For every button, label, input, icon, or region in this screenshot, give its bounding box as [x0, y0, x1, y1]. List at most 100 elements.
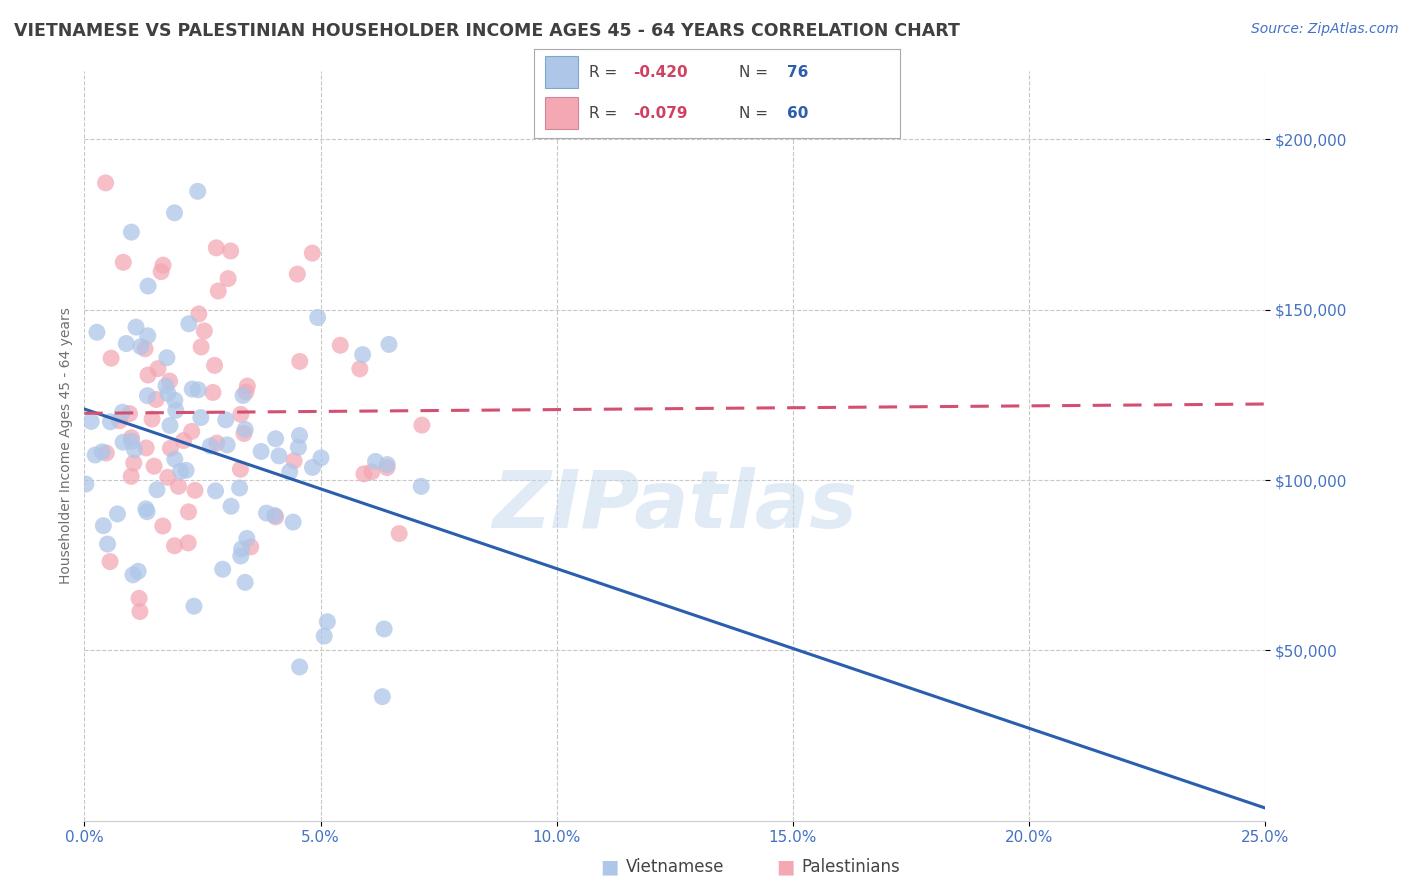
Text: VIETNAMESE VS PALESTINIAN HOUSEHOLDER INCOME AGES 45 - 64 YEARS CORRELATION CHAR: VIETNAMESE VS PALESTINIAN HOUSEHOLDER IN…	[14, 22, 960, 40]
Text: Source: ZipAtlas.com: Source: ZipAtlas.com	[1251, 22, 1399, 37]
Point	[371, 690, 394, 704]
Point	[121, 434, 143, 449]
Point	[98, 555, 121, 569]
Point	[122, 567, 145, 582]
Text: 76: 76	[786, 65, 808, 79]
Point	[307, 310, 329, 325]
Point	[152, 519, 174, 533]
Point	[124, 442, 146, 457]
Point	[229, 549, 252, 563]
Point	[233, 575, 256, 590]
Point	[239, 540, 262, 554]
Point	[128, 591, 150, 606]
Point	[215, 413, 238, 427]
Point	[93, 518, 115, 533]
Point	[375, 460, 398, 475]
Point	[155, 379, 177, 393]
Point	[177, 505, 200, 519]
Point	[314, 629, 336, 643]
Point	[111, 405, 134, 419]
Point	[100, 415, 122, 429]
Point	[235, 384, 257, 399]
Point	[267, 449, 290, 463]
Point	[169, 464, 191, 478]
Point	[146, 483, 169, 497]
Point	[145, 392, 167, 407]
Point	[301, 246, 323, 260]
Point	[232, 426, 254, 441]
Point	[201, 385, 224, 400]
Point	[120, 225, 142, 239]
Point	[219, 500, 242, 514]
Point	[211, 562, 233, 576]
Point	[375, 458, 398, 472]
Point	[411, 479, 433, 493]
Point	[285, 267, 308, 281]
Point	[135, 501, 157, 516]
Text: Vietnamese: Vietnamese	[626, 858, 724, 876]
Point	[112, 435, 135, 450]
Point	[236, 379, 259, 393]
Point	[174, 463, 197, 477]
Point	[352, 348, 374, 362]
Text: R =: R =	[589, 65, 623, 79]
Point	[159, 418, 181, 433]
Point	[250, 444, 273, 458]
Point	[205, 241, 228, 255]
Point	[112, 255, 135, 269]
Point	[309, 450, 332, 465]
Point	[156, 470, 179, 484]
Point	[316, 615, 339, 629]
Point	[204, 359, 226, 373]
Text: R =: R =	[589, 106, 623, 120]
Point	[231, 541, 253, 556]
Point	[329, 338, 352, 352]
Point	[108, 414, 131, 428]
Point	[236, 532, 259, 546]
Point	[86, 325, 108, 339]
Point	[288, 354, 311, 368]
Point	[373, 622, 395, 636]
Point	[349, 362, 371, 376]
Point	[187, 307, 209, 321]
Point	[159, 374, 181, 388]
Point	[411, 418, 433, 433]
Point	[125, 320, 148, 334]
Point	[229, 462, 252, 476]
Point	[127, 564, 149, 578]
Point	[217, 271, 239, 285]
Point	[128, 605, 150, 619]
Point	[150, 265, 173, 279]
Point	[207, 284, 229, 298]
Point	[152, 258, 174, 272]
Point	[187, 184, 209, 198]
Point	[232, 388, 254, 402]
Point	[200, 439, 222, 453]
Point	[177, 536, 200, 550]
Point	[263, 508, 285, 523]
Point	[100, 351, 122, 366]
Point	[136, 279, 159, 293]
Bar	[546, 56, 578, 88]
Point	[229, 408, 252, 422]
Point	[146, 361, 169, 376]
Point	[173, 434, 195, 448]
Point	[204, 483, 226, 498]
Point	[288, 428, 311, 442]
Point	[353, 467, 375, 481]
Point	[136, 368, 159, 382]
Point	[136, 505, 159, 519]
Point	[190, 410, 212, 425]
Point	[96, 446, 118, 460]
Point	[181, 382, 204, 396]
Point	[264, 432, 287, 446]
Point	[141, 412, 163, 426]
Point	[121, 431, 143, 445]
Point	[167, 479, 190, 493]
Text: 60: 60	[786, 106, 808, 120]
Point	[360, 465, 382, 479]
Y-axis label: Householder Income Ages 45 - 64 years: Householder Income Ages 45 - 64 years	[59, 308, 73, 584]
Bar	[546, 97, 578, 129]
Point	[129, 340, 152, 354]
Point	[75, 477, 97, 491]
